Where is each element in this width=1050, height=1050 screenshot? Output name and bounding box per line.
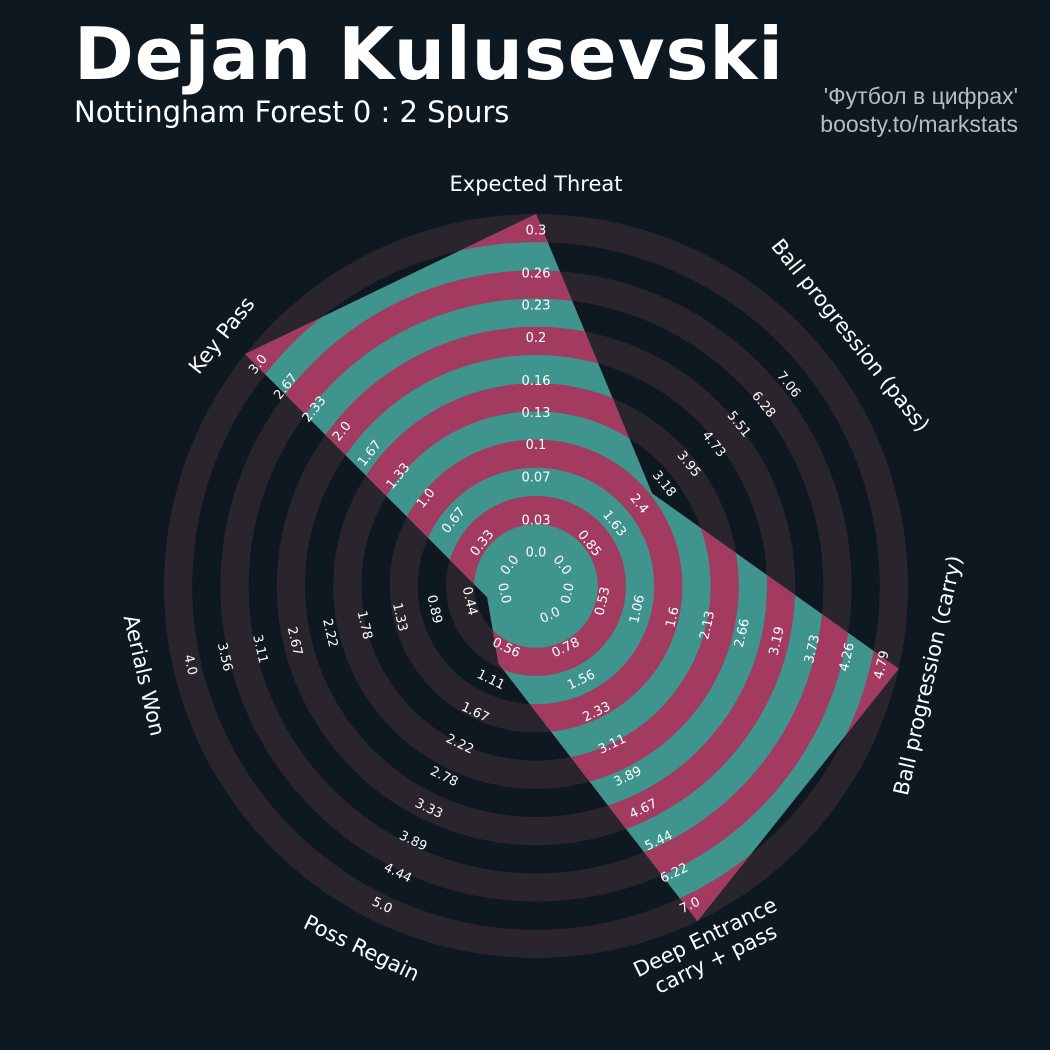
tick-label: 0.03 — [522, 513, 551, 528]
param-label-line: Aerials Won — [119, 613, 170, 739]
tick-label: 3.56 — [214, 641, 235, 673]
tick-label: 0.07 — [522, 470, 551, 485]
tick-label: 0.2 — [526, 331, 547, 346]
tick-label: 4.79 — [872, 649, 893, 681]
tick-label: 2.66 — [732, 617, 753, 649]
tick-label: 3.19 — [767, 625, 788, 657]
param-label: Expected Threat — [450, 172, 623, 196]
tick-label: 1.6 — [663, 606, 682, 630]
tick-label: 4.0 — [180, 653, 199, 677]
tick-label: 3.73 — [802, 633, 823, 665]
tick-label: 0.3 — [526, 224, 547, 239]
tick-label: 0.1 — [526, 438, 547, 453]
tick-label: 0.0 — [494, 582, 513, 606]
tick-label: 2.67 — [284, 625, 305, 657]
credit-line-1: 'Футбол в цифрах' — [823, 83, 1018, 109]
tick-labels: 0.0 0.03 0.07 0.1 0.13 0.16 0.2 0.23 0.26 0.3 0.0 0… — [180, 224, 892, 918]
tick-label: 0.0 — [559, 582, 578, 606]
page-title: Dejan Kulusevski — [74, 12, 784, 96]
data-ring — [474, 524, 598, 648]
param-label: Aerials Won — [119, 613, 170, 739]
tick-label: 3.11 — [249, 633, 270, 665]
tick-label: 0.23 — [522, 299, 551, 314]
tick-label: 4.26 — [837, 641, 858, 673]
tick-label: 0.16 — [522, 374, 551, 389]
param-label-line: Expected Threat — [450, 172, 623, 196]
tick-label: 2.22 — [319, 617, 340, 649]
tick-label: 0.13 — [522, 406, 551, 421]
tick-label: 0.53 — [592, 585, 613, 617]
tick-label: 0.0 — [526, 546, 547, 561]
tick-label: 1.06 — [627, 593, 648, 625]
tick-label: 1.33 — [389, 601, 410, 633]
tick-label: 0.44 — [459, 585, 480, 617]
match-subtitle: Nottingham Forest 0 : 2 Spurs — [74, 95, 510, 129]
tick-label: 0.26 — [522, 266, 551, 281]
tick-label: 2.13 — [697, 609, 718, 641]
tick-label: 1.78 — [354, 609, 375, 641]
credit-line-2: boosty.to/markstats — [820, 111, 1018, 137]
tick-label: 0.89 — [423, 594, 444, 626]
